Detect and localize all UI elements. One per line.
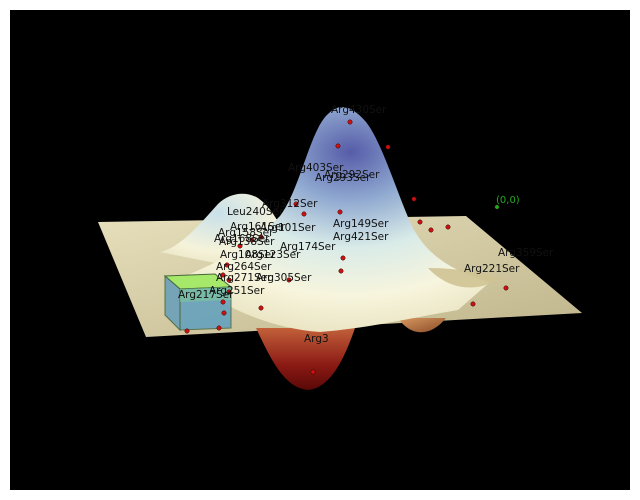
data-point[interactable] <box>258 234 264 240</box>
data-point[interactable] <box>226 289 232 295</box>
data-point[interactable] <box>293 201 299 207</box>
surface-peak <box>180 107 490 332</box>
point-label: Arg221Ser <box>464 263 520 275</box>
data-point[interactable] <box>220 299 226 305</box>
data-point[interactable] <box>310 369 316 375</box>
point-label: Arg108Ser <box>220 249 276 261</box>
point-label: Arg264Ser <box>216 261 272 273</box>
point-label: Arg217Ser <box>178 289 234 301</box>
point-label: Arg403Ser <box>288 162 344 174</box>
origin-label: (0,0) <box>496 195 520 206</box>
data-point[interactable] <box>220 272 226 278</box>
data-point[interactable] <box>385 144 391 150</box>
point-label: Arg3 <box>304 333 329 345</box>
data-point[interactable] <box>237 243 243 249</box>
origin-point[interactable] <box>494 204 500 210</box>
point-label: Arg421Ser <box>333 231 389 243</box>
data-point[interactable] <box>224 262 230 268</box>
data-point[interactable] <box>301 211 307 217</box>
point-label: Arg312Ser <box>262 198 318 210</box>
data-point[interactable] <box>221 310 227 316</box>
data-point[interactable] <box>347 119 353 125</box>
data-point[interactable] <box>216 325 222 331</box>
data-point[interactable] <box>340 255 346 261</box>
data-point[interactable] <box>249 237 255 243</box>
data-point[interactable] <box>335 143 341 149</box>
data-point[interactable] <box>184 328 190 334</box>
data-point[interactable] <box>411 196 417 202</box>
point-label: Arg158Ser <box>218 227 274 239</box>
selection-box[interactable] <box>163 273 233 332</box>
point-label: Arg251Ser <box>209 285 265 297</box>
point-label: Arg292Ser <box>324 169 380 181</box>
point-label: Arg149Ser <box>333 218 389 230</box>
point-label: Arg138Ser <box>219 236 275 248</box>
point-label: Arg305Ser <box>256 272 312 284</box>
point-label: Arg271Ser <box>216 272 272 284</box>
surface-trough-right <box>398 318 446 333</box>
data-point[interactable] <box>337 209 343 215</box>
data-point[interactable] <box>470 301 476 307</box>
data-point[interactable] <box>226 277 232 283</box>
data-point[interactable] <box>428 227 434 233</box>
point-label: Arg161Ser <box>230 221 286 233</box>
point-label: Arg293Ser <box>315 172 371 184</box>
data-point[interactable] <box>417 219 423 225</box>
point-label: Arg430Ser <box>331 104 387 116</box>
point-label: Leu240Ser <box>227 206 284 218</box>
data-point[interactable] <box>338 268 344 274</box>
surface-trough-front <box>256 328 355 390</box>
point-label: Arg168Ser <box>214 233 270 245</box>
point-label: Arg359Ser <box>498 247 554 259</box>
data-point[interactable] <box>258 305 264 311</box>
plot-area: Arg430Ser Arg403Ser Arg292Ser Arg293Ser Leu2… <box>10 10 630 490</box>
data-point[interactable] <box>286 277 292 283</box>
point-label: Arg174Ser <box>280 241 336 253</box>
surface-dip-right <box>428 268 500 288</box>
point-label: Arg101Ser <box>260 222 316 234</box>
data-point[interactable] <box>445 224 451 230</box>
point-label: Arg123Ser <box>245 249 301 261</box>
data-point[interactable] <box>503 285 509 291</box>
